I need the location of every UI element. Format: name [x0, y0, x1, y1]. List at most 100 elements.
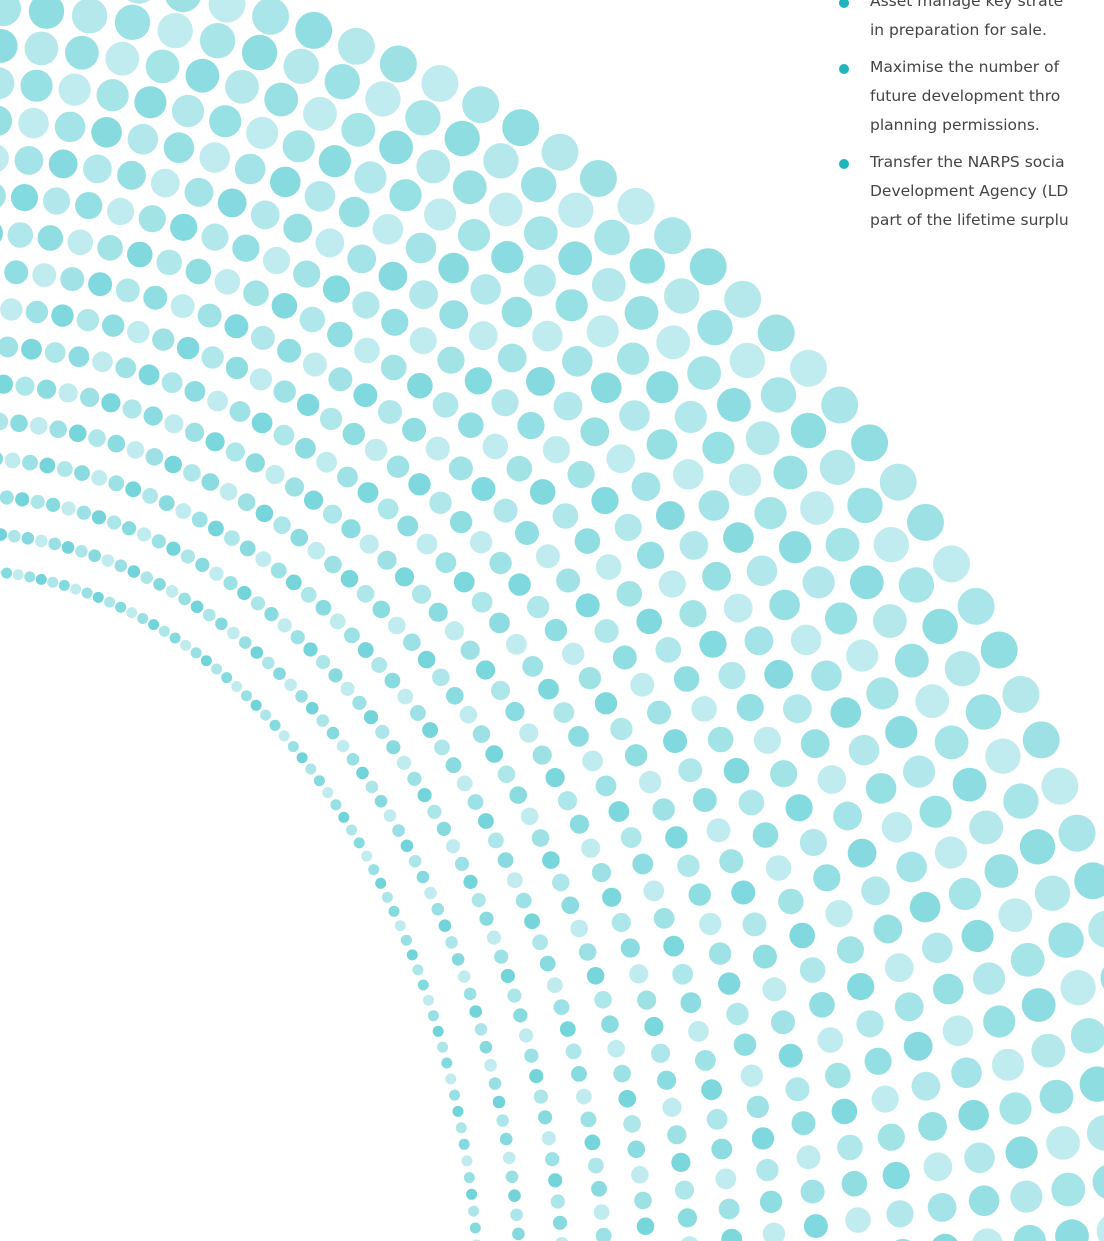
- pattern-dot: [412, 964, 424, 976]
- pattern-dot: [209, 105, 242, 138]
- pattern-dot: [436, 821, 451, 836]
- pattern-dot: [898, 567, 935, 603]
- pattern-dot: [958, 1099, 989, 1131]
- pattern-dot: [185, 422, 205, 442]
- pattern-dot: [445, 1073, 457, 1085]
- pattern-dot: [610, 717, 633, 741]
- pattern-dot: [67, 229, 94, 256]
- pattern-dot: [472, 725, 491, 743]
- pattern-dot: [225, 69, 259, 104]
- pattern-dot: [71, 0, 108, 34]
- pattern-dot: [505, 1170, 519, 1184]
- pattern-dot: [386, 455, 410, 478]
- pattern-dot: [576, 1088, 592, 1105]
- pattern-dot: [250, 596, 266, 611]
- pattern-dot: [463, 987, 477, 1001]
- pattern-dot: [506, 455, 533, 482]
- pattern-dot: [245, 453, 265, 473]
- pattern-dot: [620, 827, 642, 848]
- pattern-dot: [352, 291, 380, 319]
- pattern-dot: [746, 1095, 769, 1119]
- pattern-dot: [744, 626, 774, 656]
- pattern-dot: [565, 1043, 582, 1060]
- pattern-dot: [636, 608, 662, 635]
- pattern-dot: [265, 465, 285, 485]
- pattern-dot: [538, 1110, 553, 1125]
- pattern-dot: [441, 1057, 453, 1069]
- pattern-dot: [785, 1077, 810, 1102]
- pattern-dot: [368, 864, 380, 876]
- pattern-dot: [158, 495, 175, 512]
- pattern-dot: [497, 343, 527, 373]
- pattern-dot: [15, 492, 30, 507]
- pattern-dot: [0, 490, 14, 505]
- pattern-dot: [434, 739, 450, 756]
- pattern-dot: [512, 1227, 525, 1241]
- pattern-dot: [0, 224, 3, 242]
- pattern-dot: [184, 177, 214, 207]
- pattern-dot: [214, 269, 241, 295]
- pattern-dot: [538, 678, 559, 700]
- pattern-dot: [488, 832, 504, 849]
- pattern-dot: [492, 1095, 506, 1109]
- pattern-dot: [76, 308, 100, 332]
- pattern-dot: [199, 142, 230, 173]
- pattern-dot: [601, 1015, 619, 1033]
- pattern-dot: [225, 356, 249, 380]
- pattern-dot: [48, 537, 61, 551]
- pattern-dot: [474, 1023, 488, 1036]
- pattern-dot: [449, 510, 473, 534]
- pattern-dot: [424, 198, 457, 231]
- pattern-dot: [346, 753, 360, 766]
- pattern-dot: [771, 1010, 795, 1035]
- pattern-dot: [624, 296, 659, 330]
- pattern-dot: [264, 82, 299, 117]
- pattern-dot: [882, 1161, 910, 1190]
- pattern-dot: [115, 278, 140, 303]
- pattern-dot: [541, 1131, 556, 1146]
- pattern-dot: [411, 584, 432, 604]
- pattern-dot: [54, 111, 86, 143]
- pattern-dot: [365, 81, 401, 117]
- pattern-dot: [796, 1145, 821, 1170]
- pattern-dot: [542, 851, 560, 869]
- pattern-dot: [552, 1215, 568, 1230]
- pattern-dot: [251, 412, 273, 434]
- pattern-dot: [388, 905, 400, 917]
- pattern-dot: [39, 457, 56, 474]
- pattern-dot: [344, 627, 360, 644]
- pattern-dot: [185, 58, 220, 93]
- pattern-dot: [824, 602, 858, 635]
- pattern-dot: [322, 275, 351, 303]
- pattern-dot: [30, 494, 45, 509]
- pattern-dot: [397, 515, 419, 537]
- pattern-dot: [680, 992, 702, 1013]
- pattern-dot: [21, 338, 42, 360]
- pattern-dot: [478, 813, 494, 829]
- pattern-dot: [134, 86, 167, 119]
- pattern-dot: [107, 197, 135, 226]
- pattern-dot: [789, 922, 815, 949]
- pattern-dot: [556, 568, 581, 593]
- pattern-dot: [378, 400, 402, 424]
- pattern-dot: [723, 522, 754, 553]
- pattern-dot: [273, 516, 291, 534]
- pattern-dot: [408, 473, 431, 496]
- pattern-dot: [568, 726, 589, 747]
- pattern-dot: [127, 565, 141, 578]
- pattern-dot: [208, 0, 246, 23]
- pattern-dot: [508, 1189, 521, 1202]
- pattern-dot: [432, 392, 459, 418]
- pattern-dot: [506, 872, 523, 889]
- pattern-dot: [490, 680, 511, 701]
- pattern-dot: [836, 936, 865, 964]
- pattern-dot: [651, 1043, 671, 1063]
- pattern-dot: [92, 351, 113, 373]
- pattern-dot: [575, 593, 600, 618]
- pattern-dot: [753, 726, 782, 754]
- pattern-dot: [416, 533, 438, 555]
- pattern-dot: [115, 357, 137, 379]
- pattern-dot: [877, 1123, 905, 1151]
- pattern-dot: [459, 705, 478, 724]
